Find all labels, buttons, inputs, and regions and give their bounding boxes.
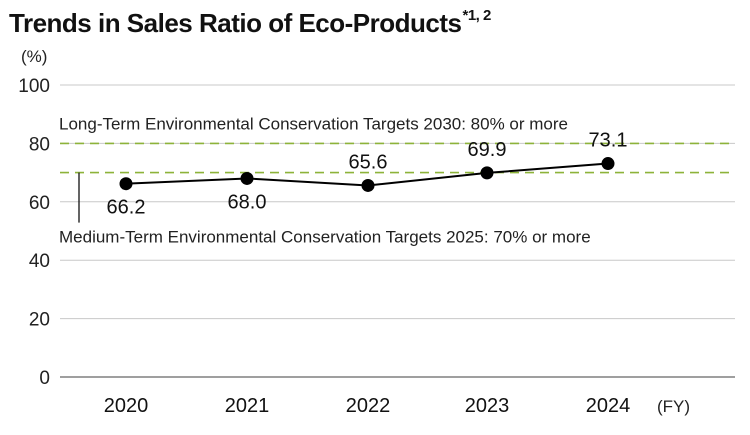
x-tick-2023: 2023 <box>465 395 510 417</box>
y-tick-100: 100 <box>18 76 50 97</box>
data-label-2023: 69.9 <box>468 139 507 161</box>
data-label-2024: 73.1 <box>589 130 628 152</box>
x-axis-unit: (FY) <box>657 397 690 416</box>
chart-title-footnote: *1, 2 <box>462 7 491 25</box>
x-axis-ticks: 2020 2021 2022 2023 2024 <box>104 395 631 417</box>
data-point-2023 <box>480 166 494 180</box>
y-tick-60: 60 <box>29 193 50 214</box>
y-tick-20: 20 <box>29 310 50 331</box>
x-tick-2024: 2024 <box>586 395 631 417</box>
x-tick-2022: 2022 <box>346 395 391 417</box>
x-tick-2021: 2021 <box>225 395 270 417</box>
data-points <box>119 157 615 192</box>
y-tick-80: 80 <box>29 134 50 155</box>
y-axis-unit: (%) <box>21 47 47 66</box>
data-label-2022: 65.6 <box>349 151 388 173</box>
data-point-2021 <box>240 171 254 185</box>
target-label-70: Medium-Term Environmental Conservation T… <box>59 228 591 247</box>
data-labels: 66.2 68.0 65.6 69.9 73.1 <box>107 130 628 219</box>
chart-title-text: Trends in Sales Ratio of Eco-Products <box>9 8 462 38</box>
y-tick-40: 40 <box>29 251 50 272</box>
chart-title: Trends in Sales Ratio of Eco-Products*1,… <box>9 7 491 39</box>
data-label-2021: 68.0 <box>228 191 267 213</box>
target-label-80: Long-Term Environmental Conservation Tar… <box>59 114 568 133</box>
target-lines: Long-Term Environmental Conservation Tar… <box>59 114 735 247</box>
y-axis-ticks: 0 20 40 60 80 100 <box>18 76 50 389</box>
data-label-2020: 66.2 <box>107 197 146 219</box>
data-point-2024 <box>601 157 615 171</box>
y-tick-0: 0 <box>39 368 50 389</box>
x-tick-2020: 2020 <box>104 395 149 417</box>
data-point-2022 <box>361 178 375 192</box>
data-point-2020 <box>119 177 133 191</box>
